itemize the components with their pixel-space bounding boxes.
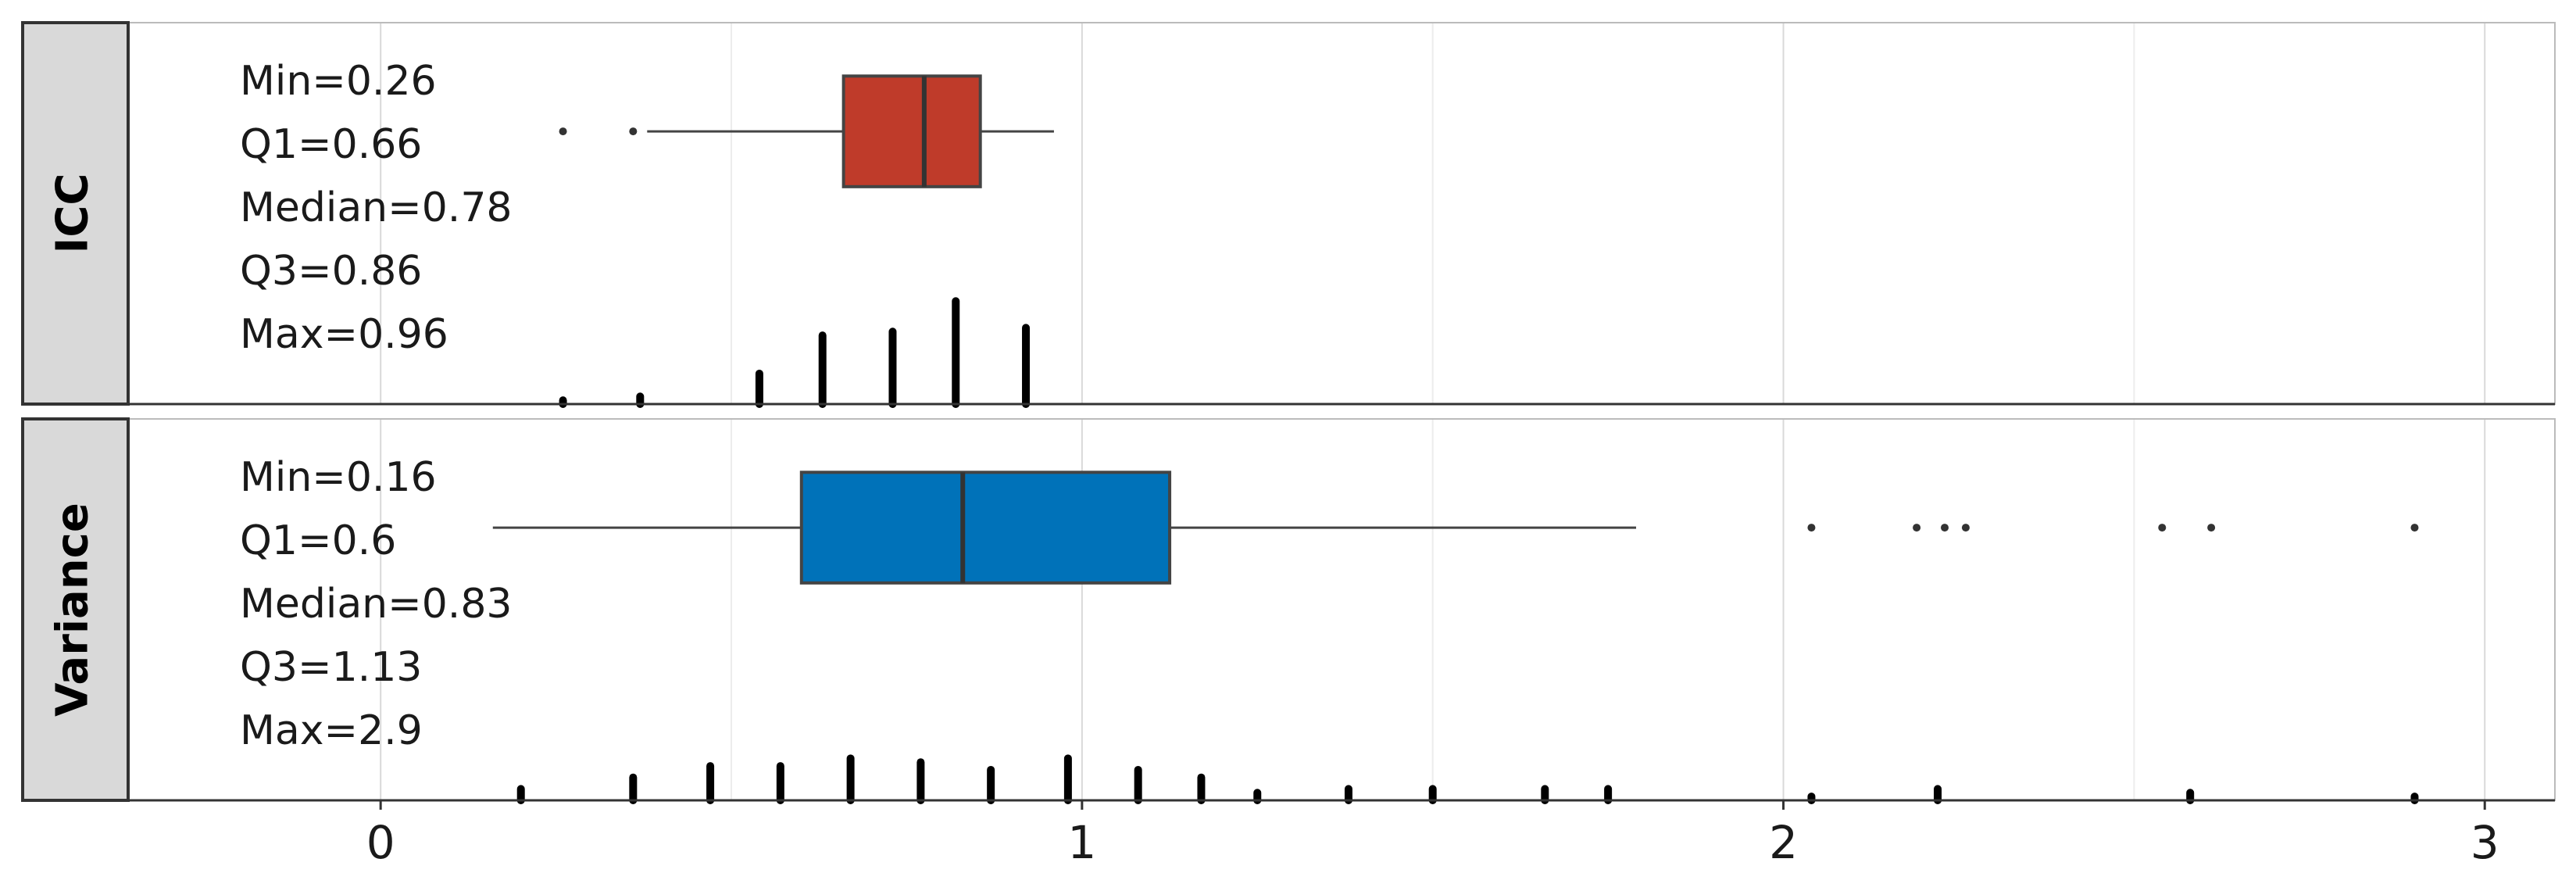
outlier [1913, 524, 1921, 532]
box [799, 471, 1172, 585]
strip [21, 417, 130, 802]
panel-background [128, 23, 2555, 404]
outlier [1807, 524, 1816, 532]
outlier [2158, 524, 2167, 532]
annotation: Max=0.96 [240, 311, 448, 358]
facet-label: Variance [48, 503, 98, 717]
outlier [559, 127, 567, 136]
outlier [2410, 524, 2419, 532]
strip [21, 21, 130, 406]
annotation: Median=0.78 [240, 184, 513, 231]
x-tick-label: 2 [1769, 816, 1798, 869]
annotation: Min=0.16 [240, 454, 437, 501]
box [841, 74, 982, 188]
annotation: Median=0.83 [240, 581, 513, 628]
facet-label: ICC [48, 173, 98, 253]
panel-background [128, 419, 2555, 800]
outlier [1941, 524, 1949, 532]
annotation: Q1=0.6 [240, 517, 396, 564]
annotation: Min=0.26 [240, 58, 437, 105]
outlier [1961, 524, 1970, 532]
annotation: Max=2.9 [240, 707, 423, 754]
outlier [629, 127, 638, 136]
outlier [2207, 524, 2216, 532]
x-tick-label: 3 [2471, 816, 2499, 869]
annotation: Q3=0.86 [240, 248, 422, 295]
annotation: Q1=0.66 [240, 121, 422, 168]
annotation: Q3=1.13 [240, 644, 422, 691]
x-tick-label: 0 [366, 816, 395, 869]
x-tick-label: 1 [1067, 816, 1096, 869]
